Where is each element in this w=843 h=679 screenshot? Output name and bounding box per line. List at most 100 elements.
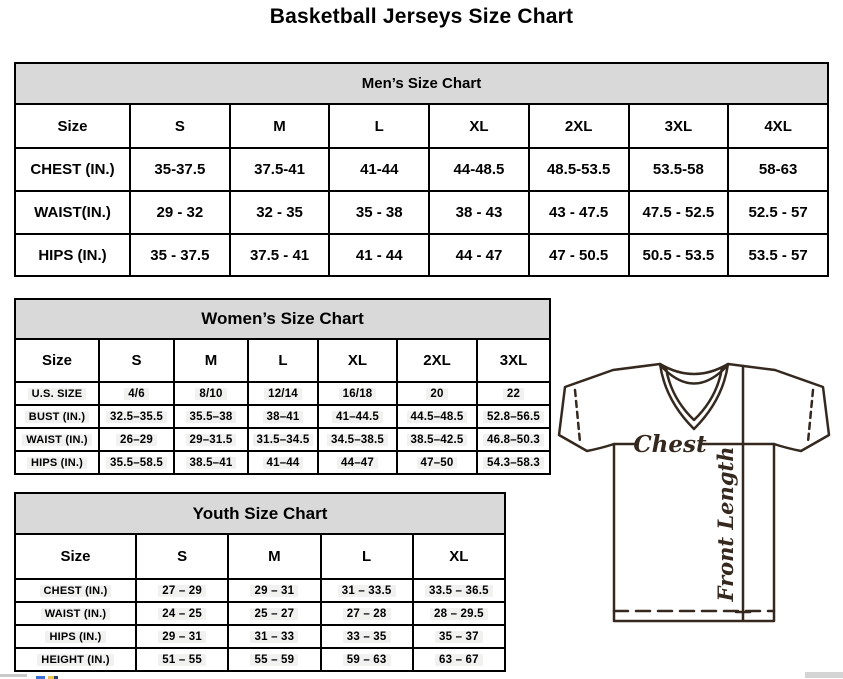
cell: 41-44: [328, 147, 431, 192]
collar-arc-inner: [660, 365, 728, 385]
cell: 35 - 37.5: [129, 233, 231, 277]
cell: 59 – 63: [319, 647, 414, 672]
row-label: HIPS (IN.): [14, 450, 100, 475]
cell: 47–50: [396, 450, 478, 475]
jersey-outline-drawing: Chest Front Length: [557, 362, 831, 623]
column-header: S: [98, 338, 175, 383]
cell: 50.5 - 53.5: [627, 233, 730, 277]
row-label: WAIST (IN.): [14, 601, 137, 626]
sliver-segment: [36, 676, 45, 679]
column-header: XL: [411, 533, 507, 580]
right-cuff-dashed-line: [806, 388, 815, 444]
cell: 43 - 47.5: [527, 190, 630, 235]
youth-table-title: Youth Size Chart: [14, 492, 506, 535]
cell: 38.5–41: [173, 450, 249, 475]
table-row: WAIST (IN.) 24 – 25 25 – 27 27 – 28 28 –…: [14, 601, 507, 626]
column-header: 2XL: [396, 338, 478, 383]
womens-size-table: Women’s Size Chart Size S M L XL 2XL 3XL…: [14, 298, 551, 475]
column-header: S: [134, 533, 230, 580]
bottom-right-gray-artifact: [805, 672, 843, 678]
table-row: HEIGHT (IN.) 51 – 55 55 – 59 59 – 63 63 …: [14, 647, 507, 672]
cell: 37.5 - 41: [228, 233, 331, 277]
collar-v-inner-line: [664, 366, 724, 422]
sliver-segment: [48, 676, 54, 679]
front-length-label: Front Length: [713, 447, 738, 603]
cell: 38 - 43: [428, 190, 530, 235]
cell: 34.5–38.5: [317, 427, 398, 452]
column-header: L: [328, 103, 431, 149]
row-label: BUST (IN.): [14, 404, 100, 429]
chest-label: Chest: [633, 431, 707, 458]
cell: 44-48.5: [428, 147, 530, 192]
column-header: M: [228, 103, 331, 149]
cell: 38–41: [247, 404, 319, 429]
cell: 54.3–58.3: [476, 450, 551, 475]
cell: 32.5–35.5: [98, 404, 175, 429]
sliver-segment: [54, 676, 58, 679]
cell: 63 – 67: [411, 647, 507, 672]
cell: 46.8–50.3: [476, 427, 551, 452]
sliver-segment: [45, 676, 48, 679]
column-header: L: [247, 338, 319, 383]
jersey-body-path: [557, 362, 831, 623]
column-header: L: [319, 533, 414, 580]
cell: 51 – 55: [134, 647, 230, 672]
cell: 8/10: [173, 381, 249, 406]
column-header: 4XL: [727, 103, 829, 149]
cell: 24 – 25: [134, 601, 230, 626]
cell: 35 – 37: [411, 624, 507, 649]
row-label: U.S. SIZE: [14, 381, 100, 406]
youth-size-table: Youth Size Chart Size S M L XL CHEST (IN…: [14, 492, 507, 672]
cell: 52.5 - 57: [727, 190, 829, 235]
cell: 52.8–56.5: [476, 404, 551, 429]
mens-size-table: Men’s Size Chart Size S M L XL 2XL 3XL 4…: [14, 62, 829, 277]
cell: 28 – 29.5: [411, 601, 507, 626]
cell: 48.5-53.5: [527, 147, 630, 192]
column-header: Size: [14, 533, 137, 580]
cell: 44.5–48.5: [396, 404, 478, 429]
cell: 31 – 33.5: [319, 578, 414, 603]
bottom-left-gray-artifact: [0, 674, 27, 677]
page-title: Basketball Jerseys Size Chart: [269, 5, 574, 28]
jersey-measurement-diagram: Chest Front Length: [556, 356, 838, 628]
row-label: HIPS (IN.): [14, 624, 137, 649]
table-row: U.S. SIZE 4/6 8/10 12/14 16/18 20 22: [14, 381, 551, 406]
cell: 26–29: [98, 427, 175, 452]
cell: 27 – 28: [319, 601, 414, 626]
cell: 20: [396, 381, 478, 406]
row-label: CHEST (IN.): [14, 578, 137, 603]
cell: 44–47: [317, 450, 398, 475]
cell: 53.5 - 57: [727, 233, 829, 277]
cell: 12/14: [247, 381, 319, 406]
cell: 31 – 33: [227, 624, 322, 649]
row-label: CHEST (IN.): [14, 147, 131, 192]
cell: 33.5 – 36.5: [411, 578, 507, 603]
table-row: HIPS (IN.) 35 - 37.5 37.5 - 41 41 - 44 4…: [14, 233, 829, 277]
table-row: HIPS (IN.) 35.5–58.5 38.5–41 41–44 44–47…: [14, 450, 551, 475]
table-row: WAIST(IN.) 29 - 32 32 - 35 35 - 38 38 - …: [14, 190, 829, 235]
cell: 35 - 38: [328, 190, 431, 235]
table-row: HIPS (IN.) 29 – 31 31 – 33 33 – 35 35 – …: [14, 624, 507, 649]
cell: 55 – 59: [227, 647, 322, 672]
left-cuff-dashed-line: [573, 388, 582, 444]
cell: 58-63: [727, 147, 829, 192]
column-header: Size: [14, 338, 100, 383]
cell: 33 – 35: [319, 624, 414, 649]
cell: 29 – 31: [134, 624, 230, 649]
column-header: 2XL: [527, 103, 630, 149]
column-header: XL: [317, 338, 398, 383]
cell: 22: [476, 381, 551, 406]
column-header: 3XL: [627, 103, 730, 149]
cell: 35.5–38: [173, 404, 249, 429]
row-label: HIPS (IN.): [14, 233, 131, 277]
table-row: BUST (IN.) 32.5–35.5 35.5–38 38–41 41–44…: [14, 404, 551, 429]
column-header: XL: [428, 103, 530, 149]
cell: 41 - 44: [328, 233, 431, 277]
cell: 31.5–34.5: [247, 427, 319, 452]
cell: 47 - 50.5: [527, 233, 630, 277]
cell: 35-37.5: [129, 147, 231, 192]
cell: 27 – 29: [134, 578, 230, 603]
row-label: WAIST(IN.): [14, 190, 131, 235]
column-header: S: [129, 103, 231, 149]
